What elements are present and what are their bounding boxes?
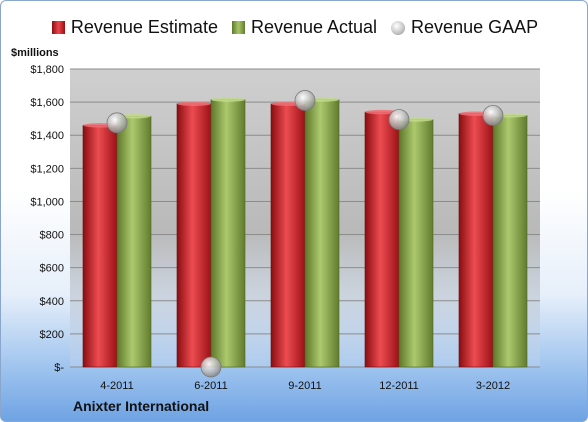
legend-swatch-gaap <box>391 20 406 35</box>
x-tick-label: 9-2011 <box>288 380 321 392</box>
legend-label-estimate: Revenue Estimate <box>70 17 218 37</box>
legend-label-gaap: Revenue GAAP <box>411 17 539 37</box>
bar-revenue-estimate-top <box>365 109 399 115</box>
marker-revenue-gaap <box>294 90 316 111</box>
bar-revenue-actual <box>210 99 246 368</box>
bar-revenue-estimate <box>364 111 400 368</box>
bar-revenue-actual <box>398 119 434 368</box>
bar-revenue-actual <box>116 115 152 368</box>
legend-swatch-actual <box>231 21 245 34</box>
x-tick-label: 12-2011 <box>379 380 419 392</box>
bar-revenue-actual <box>492 115 528 368</box>
y-tick-label: $1,600 <box>30 97 64 109</box>
y-tick-label: $200 <box>40 329 64 341</box>
legend-swatch-estimate <box>51 21 65 34</box>
legend: Revenue Estimate Revenue Actual Revenue … <box>1 17 587 38</box>
legend-item-estimate: Revenue Estimate <box>51 17 218 38</box>
y-axis-ticks: $- $200 $400 $600 $800 $1,000 $1,200 $1,400 $1,6… <box>30 64 64 374</box>
y-tick-label: $1,000 <box>30 196 64 208</box>
gaap-markers <box>106 90 504 378</box>
legend-item-gaap: Revenue GAAP <box>391 17 538 38</box>
bars <box>82 97 528 368</box>
bar-revenue-estimate <box>270 103 306 368</box>
y-axis-units-label: $millions <box>11 47 59 59</box>
y-tick-label: $400 <box>40 296 64 308</box>
bar-revenue-estimate-top <box>177 101 211 106</box>
y-tick-label: $600 <box>40 263 64 275</box>
y-tick-label: $1,400 <box>30 130 64 142</box>
x-axis-ticks: 4-2011 6-2011 9-2011 12-2011 3-2012 <box>100 380 510 392</box>
marker-revenue-gaap <box>106 112 128 134</box>
bar-revenue-estimate <box>82 124 118 368</box>
bar-revenue-actual-top <box>211 97 245 102</box>
marker-revenue-gaap <box>388 109 410 130</box>
x-tick-label: 4-2011 <box>100 380 133 392</box>
y-tick-label: $- <box>54 362 64 374</box>
bar-revenue-estimate <box>176 103 212 368</box>
x-tick-label: 6-2011 <box>194 380 227 392</box>
bar-revenue-actual <box>304 99 340 368</box>
y-tick-label: $800 <box>40 230 64 242</box>
marker-revenue-gaap <box>482 104 504 126</box>
legend-item-actual: Revenue Actual <box>231 17 378 38</box>
y-tick-label: $1,800 <box>30 64 64 76</box>
marker-revenue-gaap <box>200 356 222 378</box>
y-tick-label: $1,200 <box>30 163 64 175</box>
bar-revenue-estimate <box>458 113 494 368</box>
company-name: Anixter International <box>73 398 210 414</box>
x-tick-label: 3-2012 <box>476 380 510 392</box>
legend-label-actual: Revenue Actual <box>250 17 378 37</box>
